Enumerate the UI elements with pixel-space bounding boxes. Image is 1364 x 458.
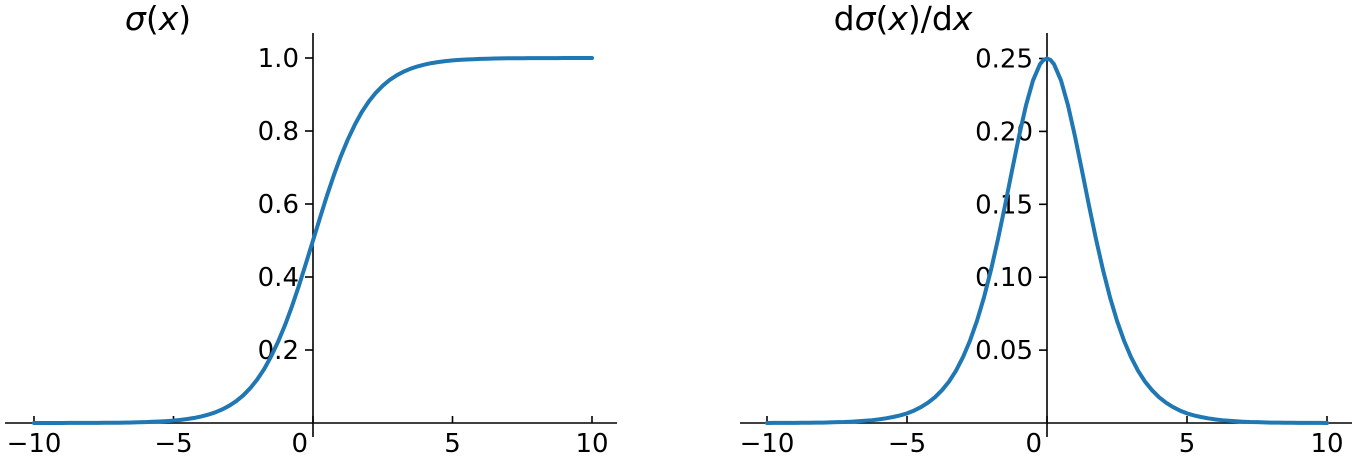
title-part: σ: [854, 0, 876, 38]
y-tick-label: 0.25: [975, 45, 1033, 75]
x-tick-label: −10: [740, 429, 795, 458]
title-part: x: [888, 0, 908, 38]
title-part: x: [158, 0, 179, 38]
sigmoid-derivative-plot: −10 −5 0 5 10 0.05 0.10 0.15 0.20 0.25 dσ(x)/dx: [682, 0, 1364, 458]
y-tick-label: 0.10: [975, 263, 1033, 293]
x-tick-label: 5: [444, 429, 461, 458]
title-part: (: [145, 0, 159, 38]
title-part: ): [178, 0, 192, 38]
sigmoid-curve: [32, 56, 594, 425]
title-part: x: [952, 0, 973, 38]
x-tick-label: 10: [575, 429, 608, 458]
y-tick-label: 1.0: [258, 44, 299, 74]
y-tick-label: 0.20: [975, 117, 1033, 147]
title-part: (: [875, 0, 889, 38]
sigmoid-derivative-axes-svg: −10 −5 0 5 100.050.100.150.200.25: [740, 33, 1352, 458]
title-part: )/d: [907, 0, 953, 38]
y-tick-label: 0.05: [975, 336, 1033, 366]
sigmoid-axes-svg: −10 −5 0 5 100.20.40.60.81.0: [5, 33, 617, 458]
sigmoid-plot-title: σ(x): [124, 0, 192, 38]
x-tick-label: 0: [1025, 429, 1042, 458]
x-tick-label: 10: [1310, 429, 1343, 458]
y-tick-label: 0.4: [258, 263, 299, 293]
x-tick-label: 0: [291, 429, 308, 458]
x-tick-label: 5: [1179, 429, 1196, 458]
x-tick-label: −10: [7, 429, 62, 458]
x-tick-label: −5: [154, 429, 192, 458]
sigmoid-derivative-curve: [765, 56, 1329, 425]
title-part: σ: [124, 0, 146, 38]
y-tick-label: 0.6: [258, 190, 299, 220]
x-tick-label: −5: [888, 429, 926, 458]
sigmoid-plot: −10 −5 0 5 10 0.2 0.4 0.6 0.8 1.0 σ(x): [5, 0, 617, 458]
sigmoid-derivative-plot-title: dσ(x)/dx: [833, 0, 973, 38]
title-part: d: [833, 0, 855, 38]
y-tick-label: 0.8: [258, 117, 299, 147]
